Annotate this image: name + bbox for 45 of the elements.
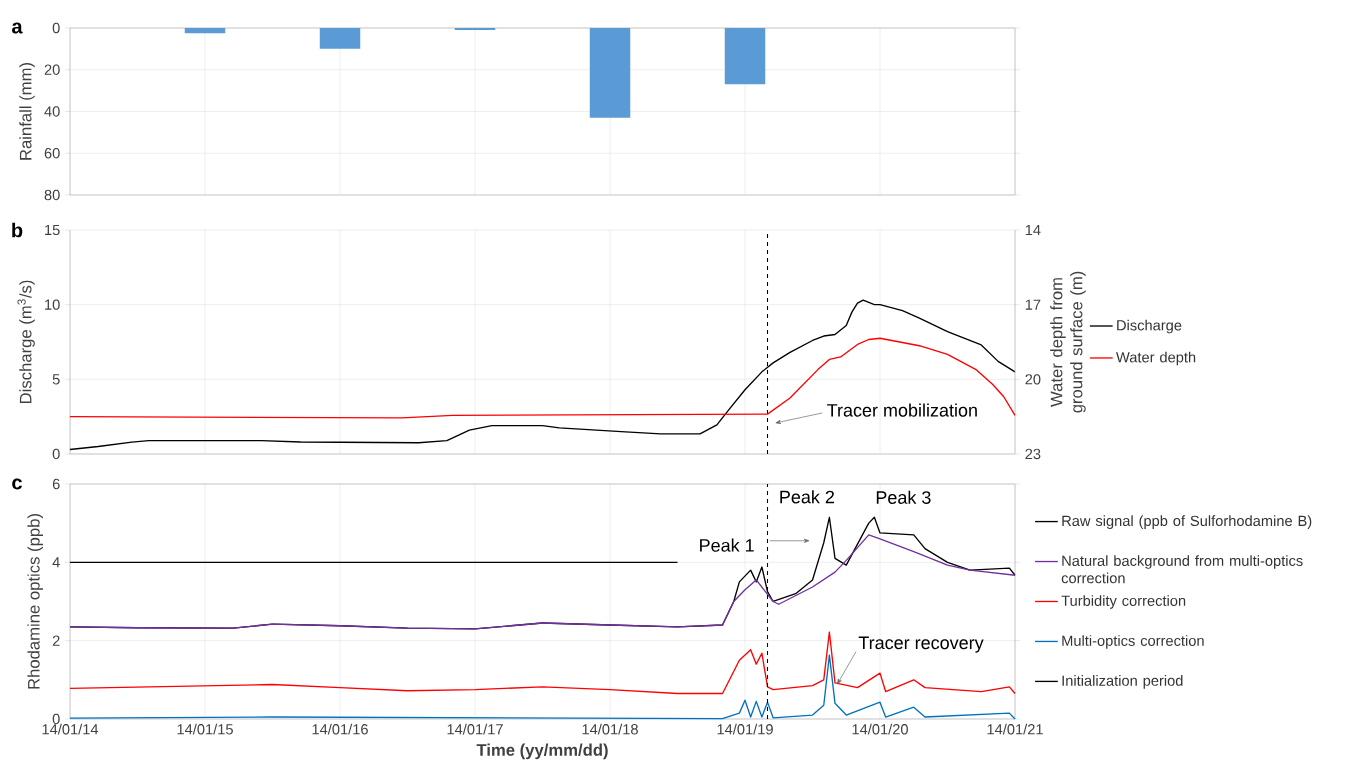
x-tick-label: 14/01/14	[42, 723, 99, 735]
y2-tick-label: 17	[1025, 299, 1041, 310]
x-tick-label: 14/01/21	[987, 723, 1043, 735]
x-tick-label: 14/01/16	[312, 723, 368, 735]
annotation: Tracer recovery	[858, 636, 984, 653]
x-tick-label: 14/01/17	[447, 723, 503, 735]
y-tick-label: 6	[52, 478, 60, 490]
legend-label: Initialization period	[1062, 675, 1183, 689]
chart-title: a	[12, 22, 23, 34]
y-tick-label: 60	[44, 148, 60, 159]
chart-title: b	[12, 222, 23, 238]
y-tick-label: 15	[45, 224, 60, 236]
y-tick-label: 0	[52, 713, 60, 725]
x-tick-label: 14/01/19	[717, 723, 773, 735]
y2-axis-title: Water depth from ground surface (m)	[1050, 271, 1086, 413]
y-tick-label: 0	[52, 22, 60, 34]
y-tick-label: 0	[52, 448, 60, 460]
annotation: Peak 3	[876, 490, 931, 504]
y-tick-label: 20	[44, 64, 60, 75]
y-tick-label: 10	[45, 299, 60, 310]
x-axis-title: Time (yy/mm/dd)	[476, 743, 608, 760]
chart-title: c	[12, 478, 22, 490]
y-tick-label: 40	[44, 106, 60, 117]
legend-label: Raw signal (ppb of Sulforhodamine B)	[1062, 515, 1312, 529]
legend-label: Turbidity correction	[1061, 595, 1186, 609]
y-axis-title: Rhodamine optics (ppb)	[27, 514, 43, 689]
annotation: Peak 1	[700, 538, 754, 552]
x-tick-label: 14/01/15	[177, 723, 233, 735]
annotation: Peak 2	[780, 490, 834, 504]
x-tick-label: 14/01/20	[852, 723, 908, 735]
legend-label: Water depth	[1116, 351, 1196, 366]
y-tick-label: 4	[52, 557, 60, 568]
legend-label: Discharge	[1117, 319, 1182, 334]
y-tick-label: 5	[52, 374, 60, 385]
y2-tick-label: 20	[1025, 374, 1041, 385]
y2-tick-label: 23	[1025, 448, 1041, 460]
y2-tick-label: 14	[1025, 224, 1041, 236]
annotation: Tracer mobilization	[827, 403, 977, 417]
x-tick-label: 14/01/18	[582, 723, 638, 735]
legend-label: Multi-optics correction	[1062, 635, 1204, 649]
y-axis-title: Discharge (m$^{3}$/s)	[17, 280, 35, 404]
legend-label: Natural background from multi-optics correction	[1061, 555, 1303, 584]
y-axis-title: Rainfall (mm)	[19, 63, 35, 160]
y-tick-label: 2	[52, 635, 60, 646]
y-tick-label: 80	[44, 189, 60, 201]
